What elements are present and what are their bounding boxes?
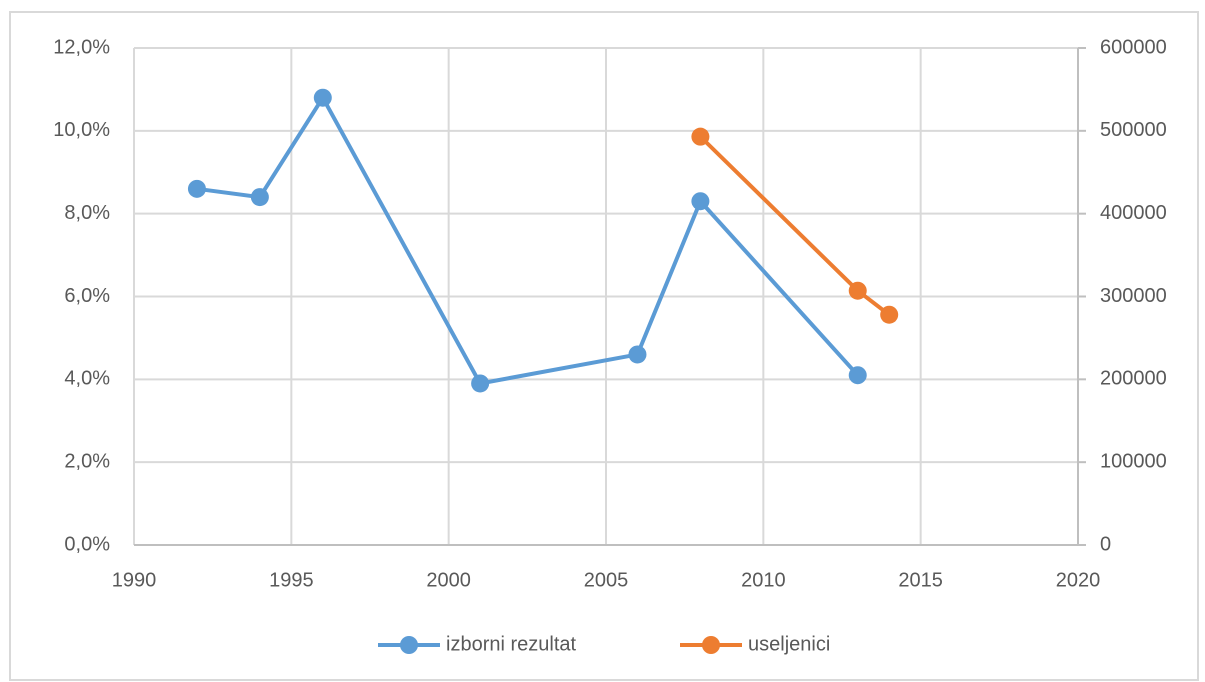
y2-tick-label: 0	[1100, 533, 1111, 555]
legend-label: useljenici	[748, 633, 830, 655]
x-tick-label: 2005	[584, 569, 629, 591]
y-tick-label: 2,0%	[64, 450, 110, 472]
data-point	[880, 305, 899, 324]
data-point	[471, 374, 490, 393]
y2-tick-label: 100000	[1100, 450, 1167, 472]
x-tick-label: 2000	[426, 569, 471, 591]
x-tick-label: 2015	[898, 569, 943, 591]
y-tick-label: 10,0%	[53, 119, 110, 141]
legend-marker	[400, 636, 418, 654]
y2-tick-label: 600000	[1100, 36, 1167, 58]
x-tick-label: 2010	[741, 569, 786, 591]
x-tick-label: 2020	[1056, 569, 1101, 591]
data-point	[848, 366, 867, 385]
data-point	[848, 281, 867, 300]
y-tick-label: 4,0%	[64, 368, 110, 390]
data-point	[313, 88, 332, 107]
chart-frame	[9, 11, 1199, 681]
y-tick-label: 12,0%	[53, 36, 110, 58]
legend-marker	[702, 636, 720, 654]
y2-tick-label: 200000	[1100, 368, 1167, 390]
data-point	[250, 188, 269, 207]
data-point	[187, 179, 206, 198]
data-point	[628, 345, 647, 364]
y2-tick-label: 400000	[1100, 202, 1167, 224]
legend-label: izborni rezultat	[446, 633, 577, 655]
y-tick-label: 6,0%	[64, 285, 110, 307]
y2-tick-label: 300000	[1100, 285, 1167, 307]
x-tick-label: 1995	[269, 569, 314, 591]
y-tick-label: 8,0%	[64, 202, 110, 224]
y-tick-label: 0,0%	[64, 533, 110, 555]
data-point	[691, 127, 710, 146]
x-tick-label: 1990	[112, 569, 157, 591]
data-point	[691, 192, 710, 211]
y2-tick-label: 500000	[1100, 119, 1167, 141]
